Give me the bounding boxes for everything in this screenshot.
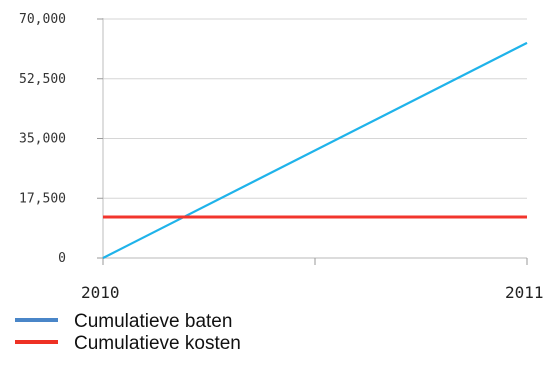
series-line-0 [102, 41, 528, 259]
legend-label-0: Cumulatieve baten [74, 311, 232, 332]
y-tick-label-3: 52,500 [19, 72, 66, 87]
series-lines [102, 41, 528, 259]
y-tick-label-1: 17,500 [19, 191, 66, 206]
x-tick-label-0: 2010 [81, 283, 120, 302]
y-tick-label-0: 0 [58, 251, 66, 266]
y-tick-label-4: 70,000 [19, 12, 66, 27]
y-axis-ticks: 0 17,500 35,000 52,500 70,000 [19, 12, 103, 266]
legend-label-1: Cumulatieve kosten [74, 333, 241, 354]
x-tick-label-1: 2011 [505, 283, 544, 302]
x-axis-ticks: 2010 2011 [81, 258, 544, 302]
y-tick-label-2: 35,000 [19, 132, 66, 147]
grid-lines [103, 18, 527, 199]
